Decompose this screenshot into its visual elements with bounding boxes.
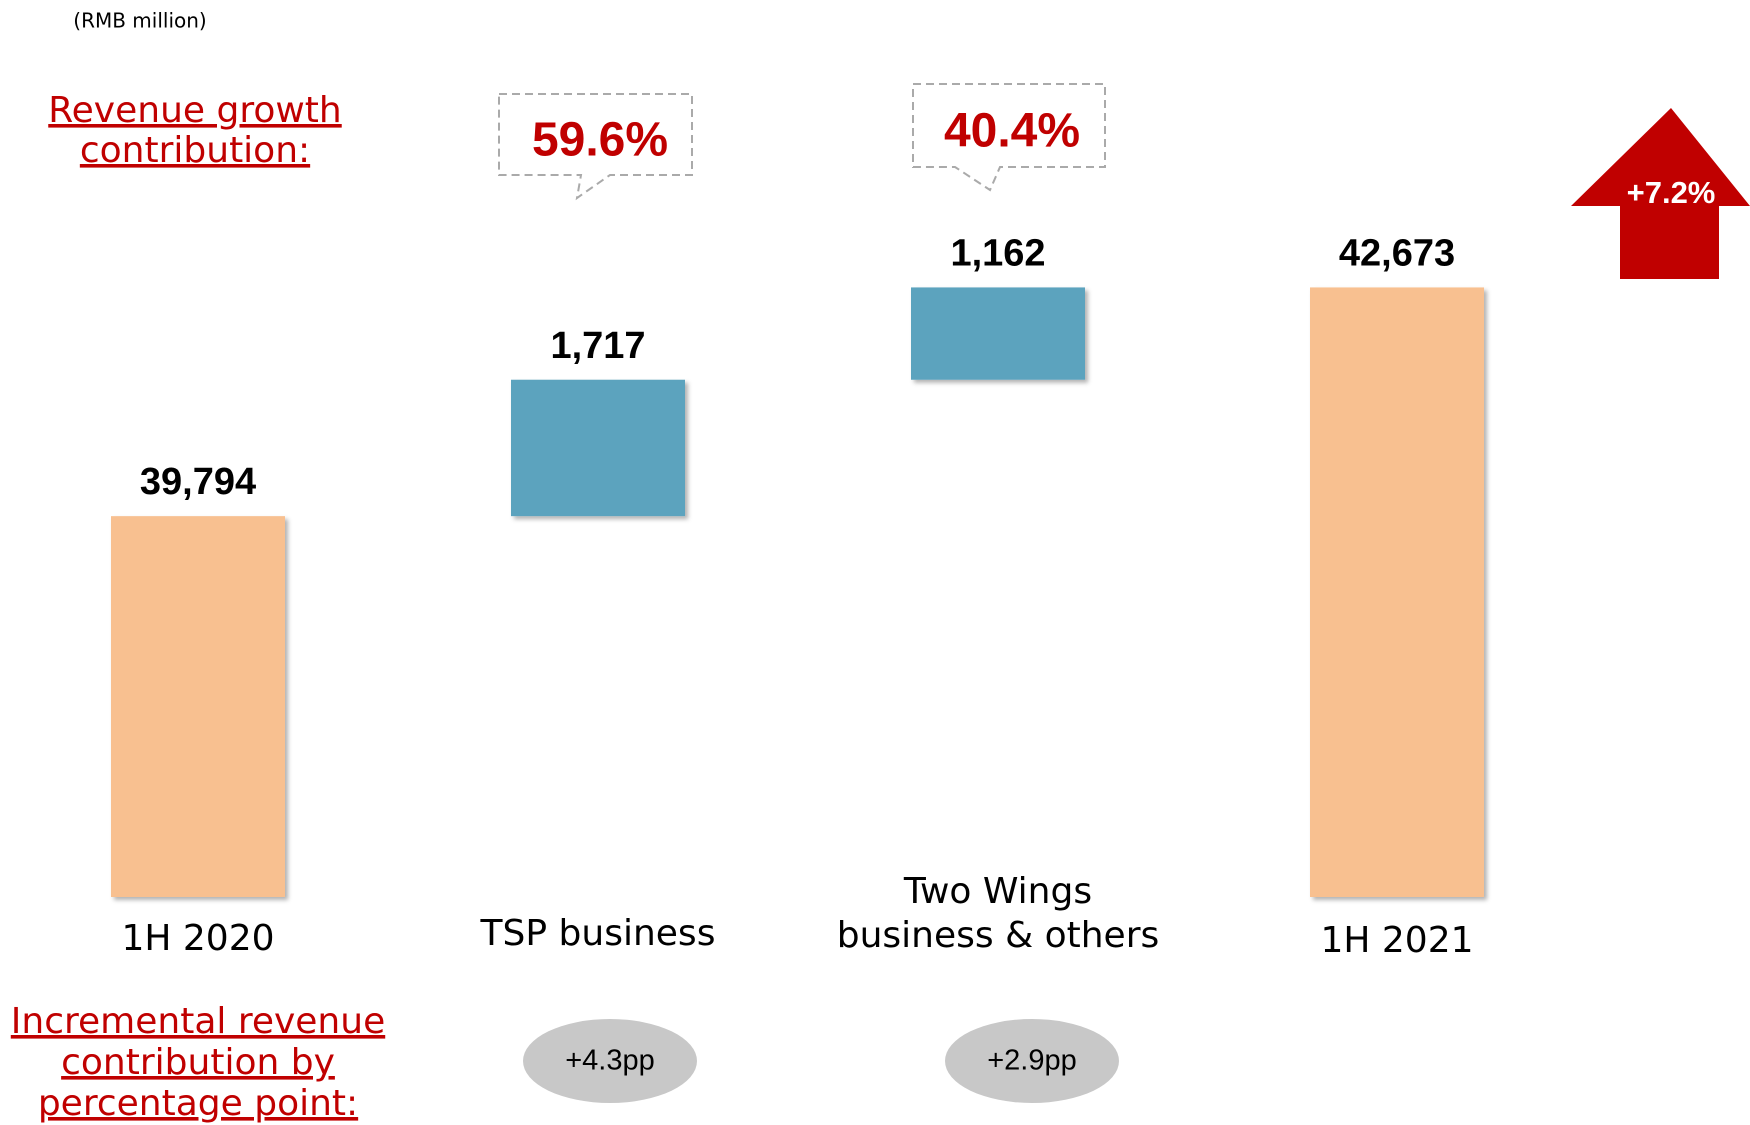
growth-label: Revenue growth contribution: <box>48 90 341 171</box>
bar <box>911 287 1085 380</box>
value-label: 1,717 <box>550 325 645 367</box>
category-label: Two Wings business & others <box>837 871 1160 956</box>
category-label: 1H 2021 <box>1320 920 1473 961</box>
total-growth: +7.2% <box>1627 175 1716 210</box>
growth-contribution: 40.4% <box>944 105 1080 158</box>
bar <box>1310 287 1484 897</box>
unit-label: (RMB million) <box>73 9 206 33</box>
value-label: 1,162 <box>950 232 1045 274</box>
increment-badge <box>945 1019 1119 1103</box>
value-label: 39,794 <box>140 461 256 503</box>
increment-label: Incremental revenue contribution by percen… <box>11 1001 385 1124</box>
bar <box>111 516 285 897</box>
callout-box <box>498 83 1106 201</box>
bar <box>511 379 685 517</box>
growth-contribution: 59.6% <box>532 114 668 167</box>
increment: +4.3pp <box>565 1045 655 1077</box>
category-label: TSP business <box>480 913 716 954</box>
growth-arrow <box>1571 108 1750 279</box>
category-label: 1H 2020 <box>121 918 274 959</box>
increment-badge <box>523 1019 697 1103</box>
value-label: 42,673 <box>1339 232 1455 274</box>
increment: +2.9pp <box>987 1045 1077 1077</box>
